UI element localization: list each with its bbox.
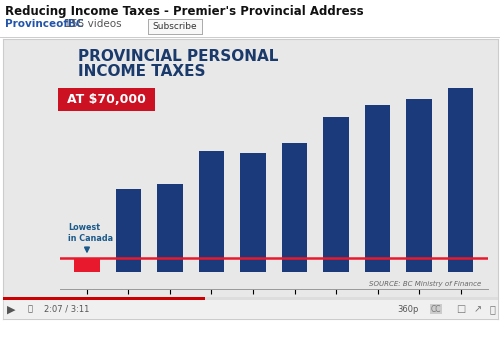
Text: ▶: ▶: [7, 304, 16, 314]
Text: 360p: 360p: [398, 305, 419, 314]
Bar: [282, 143, 308, 272]
Bar: [448, 88, 473, 272]
Bar: [2, 297, 206, 300]
Text: AT $70,000: AT $70,000: [67, 93, 146, 106]
Bar: [157, 184, 183, 272]
Text: Subscribe: Subscribe: [152, 22, 198, 31]
Text: INCOME TAXES: INCOME TAXES: [78, 64, 205, 79]
Bar: [323, 117, 349, 272]
Text: SOURCE: BC Ministry of Finance: SOURCE: BC Ministry of Finance: [369, 281, 482, 287]
Text: ↗: ↗: [474, 304, 482, 314]
Text: 2:07 / 3:11: 2:07 / 3:11: [44, 305, 90, 314]
Text: PROVINCIAL PERSONAL: PROVINCIAL PERSONAL: [78, 49, 278, 64]
Text: □: □: [456, 304, 465, 314]
Text: CC: CC: [430, 305, 441, 314]
Bar: [240, 152, 266, 272]
Text: ProvinceofBC: ProvinceofBC: [5, 19, 84, 29]
Text: Reducing Income Taxes - Premier's Provincial Address: Reducing Income Taxes - Premier's Provin…: [5, 5, 364, 18]
Bar: [116, 189, 141, 272]
Bar: [74, 258, 100, 272]
Bar: [406, 100, 432, 272]
Text: ⤢: ⤢: [490, 304, 496, 314]
Text: 155 videos: 155 videos: [58, 19, 121, 29]
Bar: [364, 105, 390, 272]
Text: Lowest
in Canada: Lowest in Canada: [68, 223, 114, 243]
Text: 🔊: 🔊: [27, 305, 32, 314]
Bar: [198, 151, 224, 272]
